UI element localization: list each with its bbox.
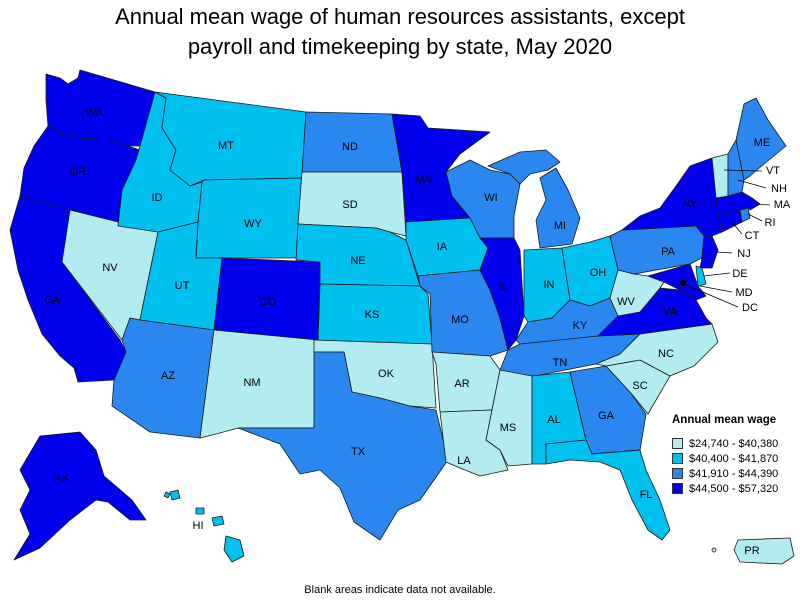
state-ri[interactable] (739, 207, 751, 223)
label-nh: NH (771, 183, 787, 195)
label-co: CO (260, 296, 277, 308)
label-ms: MS (500, 422, 517, 434)
label-mo: MO (451, 314, 469, 326)
label-ok: OK (378, 368, 395, 380)
label-tx: TX (351, 446, 366, 458)
dc-marker (680, 280, 686, 286)
state-hi[interactable] (163, 489, 245, 563)
legend-item: $40,400 - $41,870 (672, 451, 778, 466)
label-ny: NY (682, 198, 698, 210)
label-mn: MN (415, 174, 432, 186)
label-wv: WV (617, 296, 635, 308)
label-ri: RI (765, 217, 776, 229)
pr-island (711, 547, 717, 553)
state-ks[interactable] (317, 283, 433, 345)
label-mi: MI (554, 220, 566, 232)
label-ak: AK (55, 473, 70, 485)
label-sc: SC (632, 380, 647, 392)
label-id: ID (152, 192, 163, 204)
label-ar: AR (454, 378, 469, 390)
label-dc: DC (742, 302, 758, 314)
label-nd: ND (342, 141, 358, 153)
label-nc: NC (658, 348, 674, 360)
legend-label: $41,910 - $44,390 (689, 467, 779, 480)
state-md[interactable] (647, 263, 707, 301)
label-me: ME (754, 137, 771, 149)
label-md: MD (735, 287, 752, 299)
legend-item: $41,910 - $44,390 (672, 466, 778, 481)
label-az: AZ (161, 370, 175, 382)
legend-label: $44,500 - $57,320 (689, 482, 779, 495)
label-wa: WA (85, 107, 103, 119)
label-ut: UT (175, 280, 190, 292)
label-nm: NM (243, 377, 260, 389)
label-nv: NV (102, 262, 118, 274)
label-ky: KY (573, 320, 588, 332)
state-fl[interactable] (545, 439, 671, 541)
label-sd: SD (342, 199, 357, 211)
state-wi[interactable] (445, 159, 521, 239)
footnote: Blank areas indicate data not available. (304, 584, 496, 596)
state-nh[interactable] (727, 139, 745, 197)
label-hi: HI (193, 520, 204, 532)
legend-swatch (672, 438, 683, 449)
label-pa: PA (661, 246, 676, 258)
label-va: VA (663, 306, 678, 318)
label-ma: MA (774, 199, 791, 211)
label-mt: MT (218, 140, 234, 152)
label-ca: CA (44, 294, 60, 306)
label-in: IN (544, 279, 555, 291)
label-or: OR (70, 166, 87, 178)
label-ia: IA (437, 241, 448, 253)
label-al: AL (547, 414, 560, 426)
label-ks: KS (365, 309, 380, 321)
label-ga: GA (598, 410, 615, 422)
legend-swatch (672, 453, 683, 464)
label-tn: TN (553, 357, 568, 369)
label-ne: NE (350, 255, 365, 267)
label-de: DE (732, 268, 747, 280)
label-wi: WI (484, 192, 497, 204)
label-oh: OH (590, 267, 607, 279)
label-wy: WY (244, 218, 262, 230)
state-nj[interactable] (699, 235, 719, 269)
label-ct: CT (745, 230, 760, 242)
label-la: LA (457, 455, 471, 467)
label-vt: VT (766, 165, 780, 177)
title-line-2: payroll and timekeeping by state, May 20… (187, 34, 613, 59)
label-pr: PR (744, 545, 759, 557)
state-nc[interactable] (595, 323, 719, 377)
legend-label: $40,400 - $41,870 (689, 452, 779, 465)
state-mi[interactable] (487, 149, 581, 249)
state-tx[interactable] (237, 351, 449, 541)
state-de[interactable] (695, 265, 707, 287)
state-labels: WA OR CA NV ID MT WY UT AZ CO NM ND SD N… (44, 107, 791, 557)
state-pr[interactable] (733, 537, 795, 565)
label-il: IL (498, 281, 507, 293)
state-me[interactable] (735, 97, 787, 181)
title-line-1: Annual mean wage of human resources assi… (115, 4, 685, 29)
state-ak[interactable] (13, 431, 147, 561)
legend-item: $24,740 - $40,380 (672, 436, 778, 451)
label-nj: NJ (737, 248, 750, 260)
map-title: Annual mean wage of human resources assi… (0, 2, 800, 62)
legend-title: Annual mean wage (672, 414, 777, 426)
legend-item: $44,500 - $57,320 (672, 481, 778, 496)
legend-swatch (672, 483, 683, 494)
state-ma[interactable] (715, 191, 761, 215)
label-fl: FL (640, 489, 653, 501)
legend-label: $24,740 - $40,380 (689, 437, 779, 450)
legend-swatch (672, 468, 683, 479)
state-ny[interactable] (621, 157, 723, 237)
legend: Annual mean wage $24,740 - $40,380 $40,4… (672, 414, 778, 496)
leader-lines (683, 169, 771, 308)
